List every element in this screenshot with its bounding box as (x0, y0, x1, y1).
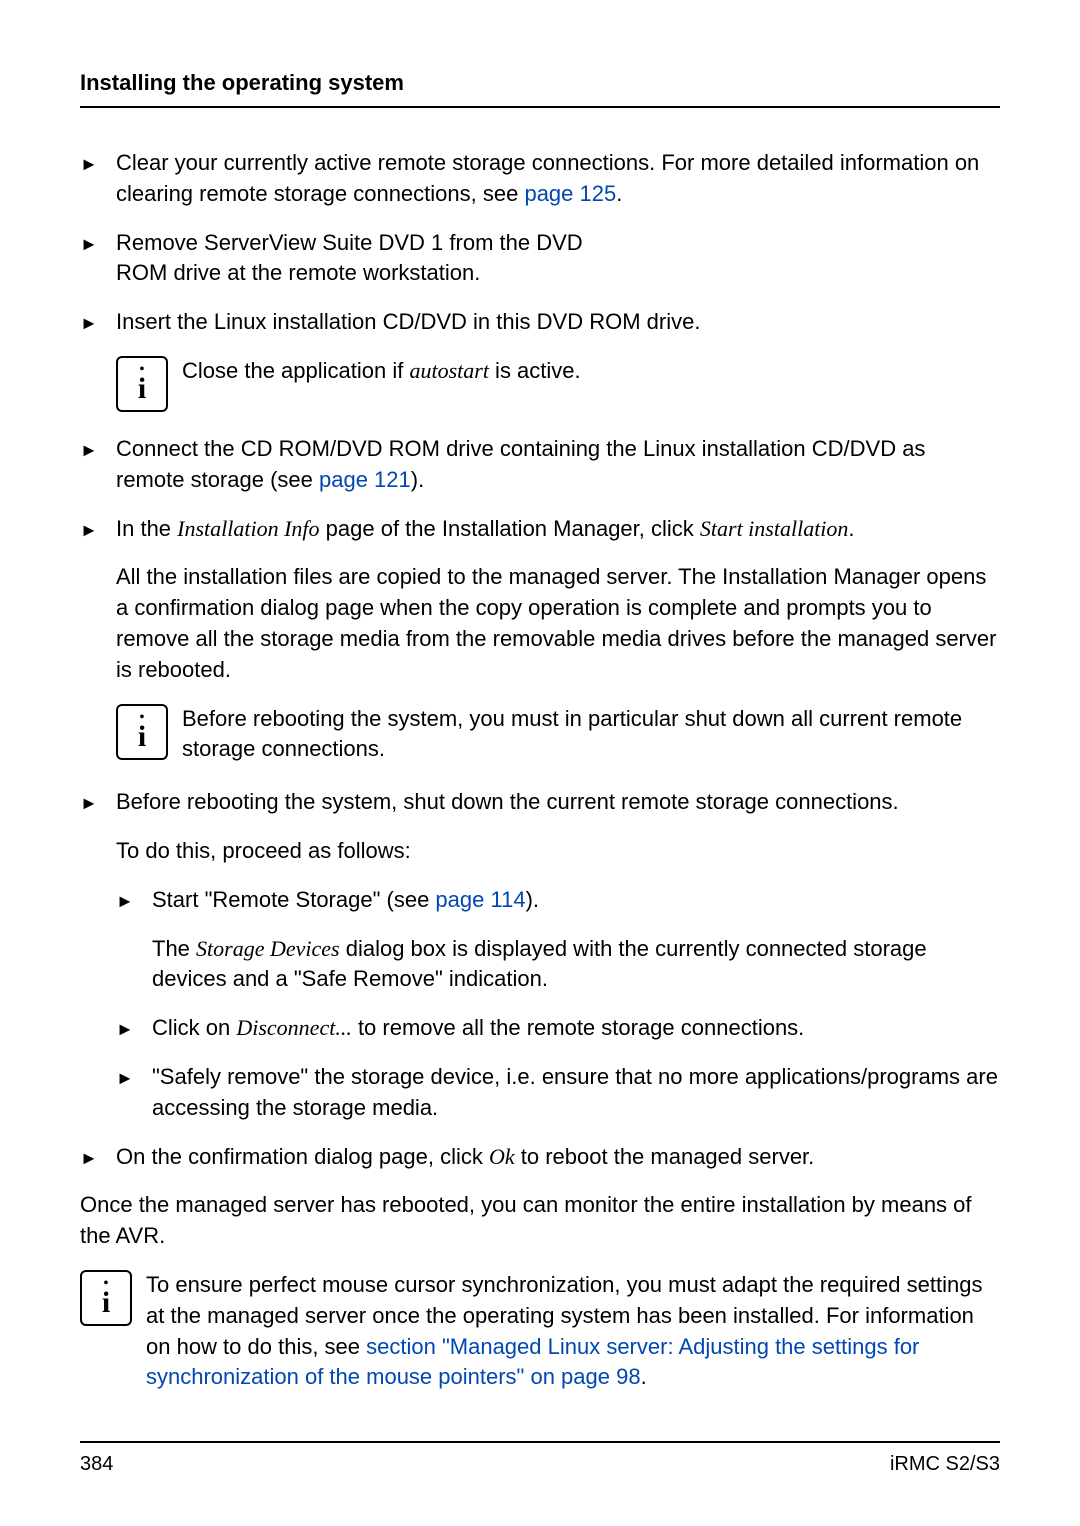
italic-text: autostart (409, 358, 488, 383)
italic-text: Disconnect... (236, 1015, 351, 1040)
step-remove-dvd: ► Remove ServerView Suite DVD 1 from the… (80, 228, 1000, 290)
triangle-icon: ► (80, 434, 116, 463)
info-text: To ensure perfect mouse cursor synchroni… (146, 1270, 1000, 1393)
page-link[interactable]: page 121 (319, 467, 411, 492)
step-insert-linux-cd: ► Insert the Linux installation CD/DVD i… (80, 307, 1000, 338)
text: The (152, 936, 196, 961)
step-text: On the confirmation dialog page, click O… (116, 1142, 1000, 1173)
step-reboot-ok: ► On the confirmation dialog page, click… (80, 1142, 1000, 1173)
triangle-icon: ► (80, 787, 116, 816)
text: . (616, 181, 622, 206)
text: . (848, 516, 854, 541)
text: page of the Installation Manager, click (320, 516, 700, 541)
storage-devices-paragraph: The Storage Devices dialog box is displa… (152, 934, 1000, 996)
doc-id: iRMC S2/S3 (890, 1453, 1000, 1476)
page-number: 384 (80, 1453, 113, 1476)
substep-safely-remove: ► "Safely remove" the storage device, i.… (116, 1062, 1000, 1124)
text: is active. (489, 358, 581, 383)
info-mouse-sync: i To ensure perfect mouse cursor synchro… (80, 1270, 1000, 1393)
step-text: Start "Remote Storage" (see page 114). (152, 885, 1000, 916)
step-text: "Safely remove" the storage device, i.e.… (152, 1062, 1000, 1124)
text: to reboot the managed server. (515, 1144, 815, 1169)
substep-disconnect: ► Click on Disconnect... to remove all t… (116, 1013, 1000, 1044)
info-shutdown-connections: i Before rebooting the system, you must … (116, 704, 1000, 766)
step-clear-connections: ► Clear your currently active remote sto… (80, 148, 1000, 210)
text: . (641, 1364, 647, 1389)
info-icon: i (116, 704, 168, 760)
substep-start-remote-storage: ► Start "Remote Storage" (see page 114). (116, 885, 1000, 916)
running-head: Installing the operating system (80, 70, 1000, 108)
triangle-icon: ► (80, 228, 116, 257)
step-text: Clear your currently active remote stora… (116, 148, 1000, 210)
sub-steps: ► Start "Remote Storage" (see page 114).… (116, 885, 1000, 1124)
triangle-icon: ► (80, 1142, 116, 1171)
step-text: Remove ServerView Suite DVD 1 from the D… (116, 228, 636, 290)
step-text: Before rebooting the system, shut down t… (116, 787, 1000, 818)
info-autostart: i Close the application if autostart is … (116, 356, 1000, 412)
triangle-icon: ► (116, 1062, 152, 1091)
install-files-paragraph: All the installation files are copied to… (116, 562, 1000, 685)
triangle-icon: ► (116, 885, 152, 914)
text: Remove ServerView Suite DVD 1 from the D… (116, 230, 583, 286)
text: Close the application if (182, 358, 409, 383)
page-link[interactable]: page 125 (524, 181, 616, 206)
text: On the confirmation dialog page, click (116, 1144, 489, 1169)
closing-paragraph: Once the managed server has rebooted, yo… (80, 1190, 1000, 1252)
step-text: In the Installation Info page of the Ins… (116, 514, 1000, 545)
italic-text: Start installation (700, 516, 849, 541)
text: ). (411, 467, 424, 492)
triangle-icon: ► (116, 1013, 152, 1042)
info-text: Before rebooting the system, you must in… (182, 704, 1000, 766)
step-connect-remote-storage: ► Connect the CD ROM/DVD ROM drive conta… (80, 434, 1000, 496)
text: ). (526, 887, 539, 912)
page: Installing the operating system ► Clear … (0, 0, 1080, 1526)
text: Start "Remote Storage" (see (152, 887, 435, 912)
info-icon: i (80, 1270, 132, 1326)
step-text: Insert the Linux installation CD/DVD in … (116, 307, 1000, 338)
italic-text: Installation Info (177, 516, 319, 541)
info-icon: i (116, 356, 168, 412)
italic-text: Storage Devices (196, 936, 340, 961)
text: Connect the CD ROM/DVD ROM drive contain… (116, 436, 925, 492)
proceed-paragraph: To do this, proceed as follows: (116, 836, 1000, 867)
text: In the (116, 516, 177, 541)
triangle-icon: ► (80, 307, 116, 336)
step-start-installation: ► In the Installation Info page of the I… (80, 514, 1000, 545)
page-footer: 384 iRMC S2/S3 (80, 1441, 1000, 1476)
text: Insert the Linux installation CD/DVD in … (116, 309, 700, 334)
page-link[interactable]: page 114 (435, 887, 525, 912)
step-text: Click on Disconnect... to remove all the… (152, 1013, 1000, 1044)
triangle-icon: ► (80, 148, 116, 177)
triangle-icon: ► (80, 514, 116, 543)
info-text: Close the application if autostart is ac… (182, 356, 1000, 387)
italic-text: Ok (489, 1144, 515, 1169)
step-shutdown-remote-storage: ► Before rebooting the system, shut down… (80, 787, 1000, 818)
step-text: Connect the CD ROM/DVD ROM drive contain… (116, 434, 1000, 496)
text: Click on (152, 1015, 236, 1040)
text: to remove all the remote storage connect… (352, 1015, 804, 1040)
